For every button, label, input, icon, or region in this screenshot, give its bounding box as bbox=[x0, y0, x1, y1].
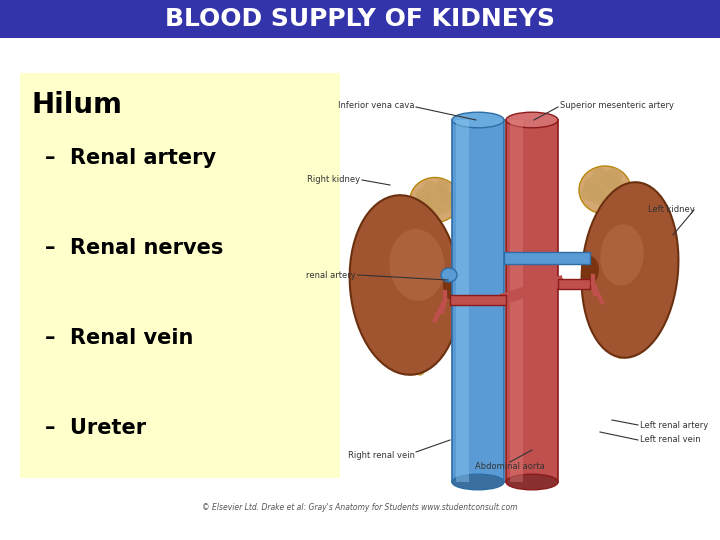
Circle shape bbox=[428, 203, 442, 217]
Ellipse shape bbox=[443, 270, 461, 300]
Circle shape bbox=[440, 191, 454, 205]
Circle shape bbox=[433, 185, 447, 199]
Circle shape bbox=[594, 181, 610, 197]
Bar bbox=[510, 120, 523, 482]
Text: Inferior vena cava: Inferior vena cava bbox=[338, 100, 415, 110]
Circle shape bbox=[436, 179, 450, 193]
Ellipse shape bbox=[612, 308, 628, 358]
Text: Left renal vein: Left renal vein bbox=[640, 435, 701, 444]
Ellipse shape bbox=[441, 268, 457, 282]
Circle shape bbox=[438, 199, 452, 213]
Ellipse shape bbox=[506, 112, 558, 128]
Circle shape bbox=[592, 168, 608, 184]
Bar bbox=[456, 120, 469, 482]
Ellipse shape bbox=[579, 166, 631, 214]
Ellipse shape bbox=[506, 474, 558, 490]
Text: –  Renal artery: – Renal artery bbox=[45, 148, 216, 168]
Bar bbox=[0, 0, 720, 38]
Circle shape bbox=[584, 177, 600, 193]
Ellipse shape bbox=[582, 182, 678, 358]
Text: –  Renal vein: – Renal vein bbox=[45, 328, 194, 348]
Ellipse shape bbox=[350, 195, 460, 375]
Circle shape bbox=[413, 196, 427, 210]
Ellipse shape bbox=[452, 474, 504, 490]
Circle shape bbox=[606, 168, 622, 184]
Bar bbox=[452, 120, 504, 482]
Circle shape bbox=[423, 181, 437, 195]
Circle shape bbox=[581, 185, 597, 201]
Circle shape bbox=[589, 188, 605, 204]
Bar bbox=[450, 295, 506, 305]
Bar bbox=[558, 279, 590, 289]
Text: –  Ureter: – Ureter bbox=[45, 418, 146, 438]
Ellipse shape bbox=[390, 229, 444, 301]
Text: Abdominal aorta: Abdominal aorta bbox=[475, 462, 545, 471]
Text: Hilum: Hilum bbox=[32, 91, 123, 119]
Text: Right kidney: Right kidney bbox=[307, 176, 360, 185]
Bar bbox=[20, 73, 340, 478]
Circle shape bbox=[426, 193, 440, 207]
Text: Superior mesenteric artery: Superior mesenteric artery bbox=[560, 100, 674, 110]
Circle shape bbox=[416, 188, 430, 202]
Text: BLOOD SUPPLY OF KIDNEYS: BLOOD SUPPLY OF KIDNEYS bbox=[165, 7, 555, 31]
Bar bbox=[504, 252, 590, 264]
Circle shape bbox=[610, 180, 626, 196]
Ellipse shape bbox=[410, 178, 460, 222]
Text: –  Renal nerves: – Renal nerves bbox=[45, 238, 223, 258]
Ellipse shape bbox=[581, 256, 599, 284]
Bar bbox=[450, 269, 452, 281]
Text: Right renal vein: Right renal vein bbox=[348, 450, 415, 460]
Bar bbox=[506, 120, 558, 482]
Ellipse shape bbox=[411, 325, 429, 375]
Text: Left renal artery: Left renal artery bbox=[640, 421, 708, 429]
Ellipse shape bbox=[452, 112, 504, 128]
Text: Left kidney: Left kidney bbox=[648, 206, 695, 214]
Circle shape bbox=[603, 174, 619, 190]
Text: renal artery: renal artery bbox=[306, 271, 356, 280]
Ellipse shape bbox=[600, 224, 644, 286]
Circle shape bbox=[609, 188, 625, 204]
Text: © Elsevier Ltd. Drake et al: Gray's Anatomy for Students www.studentconsult.com: © Elsevier Ltd. Drake et al: Gray's Anat… bbox=[202, 503, 518, 512]
Circle shape bbox=[420, 198, 434, 212]
Circle shape bbox=[598, 194, 614, 210]
